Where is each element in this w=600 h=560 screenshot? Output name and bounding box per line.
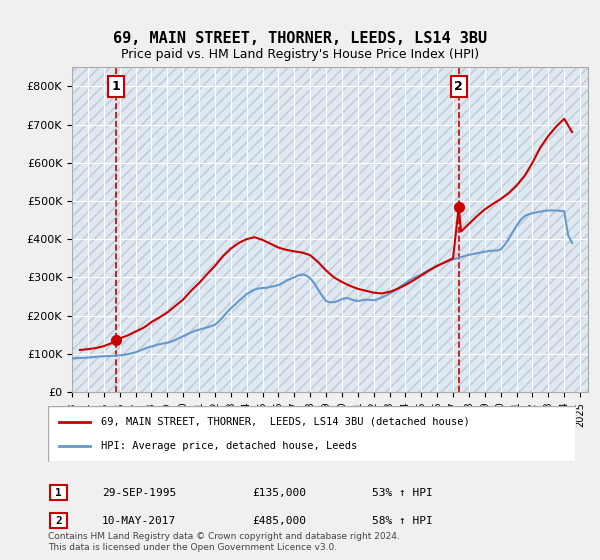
Text: Contains HM Land Registry data © Crown copyright and database right 2024.
This d: Contains HM Land Registry data © Crown c… <box>48 532 400 552</box>
Text: 1: 1 <box>111 80 120 93</box>
Text: HPI: Average price, detached house, Leeds: HPI: Average price, detached house, Leed… <box>101 441 357 451</box>
Text: 2: 2 <box>55 516 62 525</box>
Text: 69, MAIN STREET, THORNER,  LEEDS, LS14 3BU (detached house): 69, MAIN STREET, THORNER, LEEDS, LS14 3B… <box>101 417 470 427</box>
Text: 10-MAY-2017: 10-MAY-2017 <box>102 516 176 526</box>
Text: 29-SEP-1995: 29-SEP-1995 <box>102 488 176 498</box>
Text: 58% ↑ HPI: 58% ↑ HPI <box>372 516 433 526</box>
FancyBboxPatch shape <box>50 484 67 501</box>
Text: 53% ↑ HPI: 53% ↑ HPI <box>372 488 433 498</box>
Text: Price paid vs. HM Land Registry's House Price Index (HPI): Price paid vs. HM Land Registry's House … <box>121 48 479 60</box>
Text: 2: 2 <box>454 80 463 93</box>
FancyBboxPatch shape <box>50 513 67 529</box>
Text: £485,000: £485,000 <box>252 516 306 526</box>
Text: 69, MAIN STREET, THORNER, LEEDS, LS14 3BU: 69, MAIN STREET, THORNER, LEEDS, LS14 3B… <box>113 31 487 46</box>
Text: £135,000: £135,000 <box>252 488 306 498</box>
Text: 1: 1 <box>55 488 62 497</box>
FancyBboxPatch shape <box>48 406 576 462</box>
